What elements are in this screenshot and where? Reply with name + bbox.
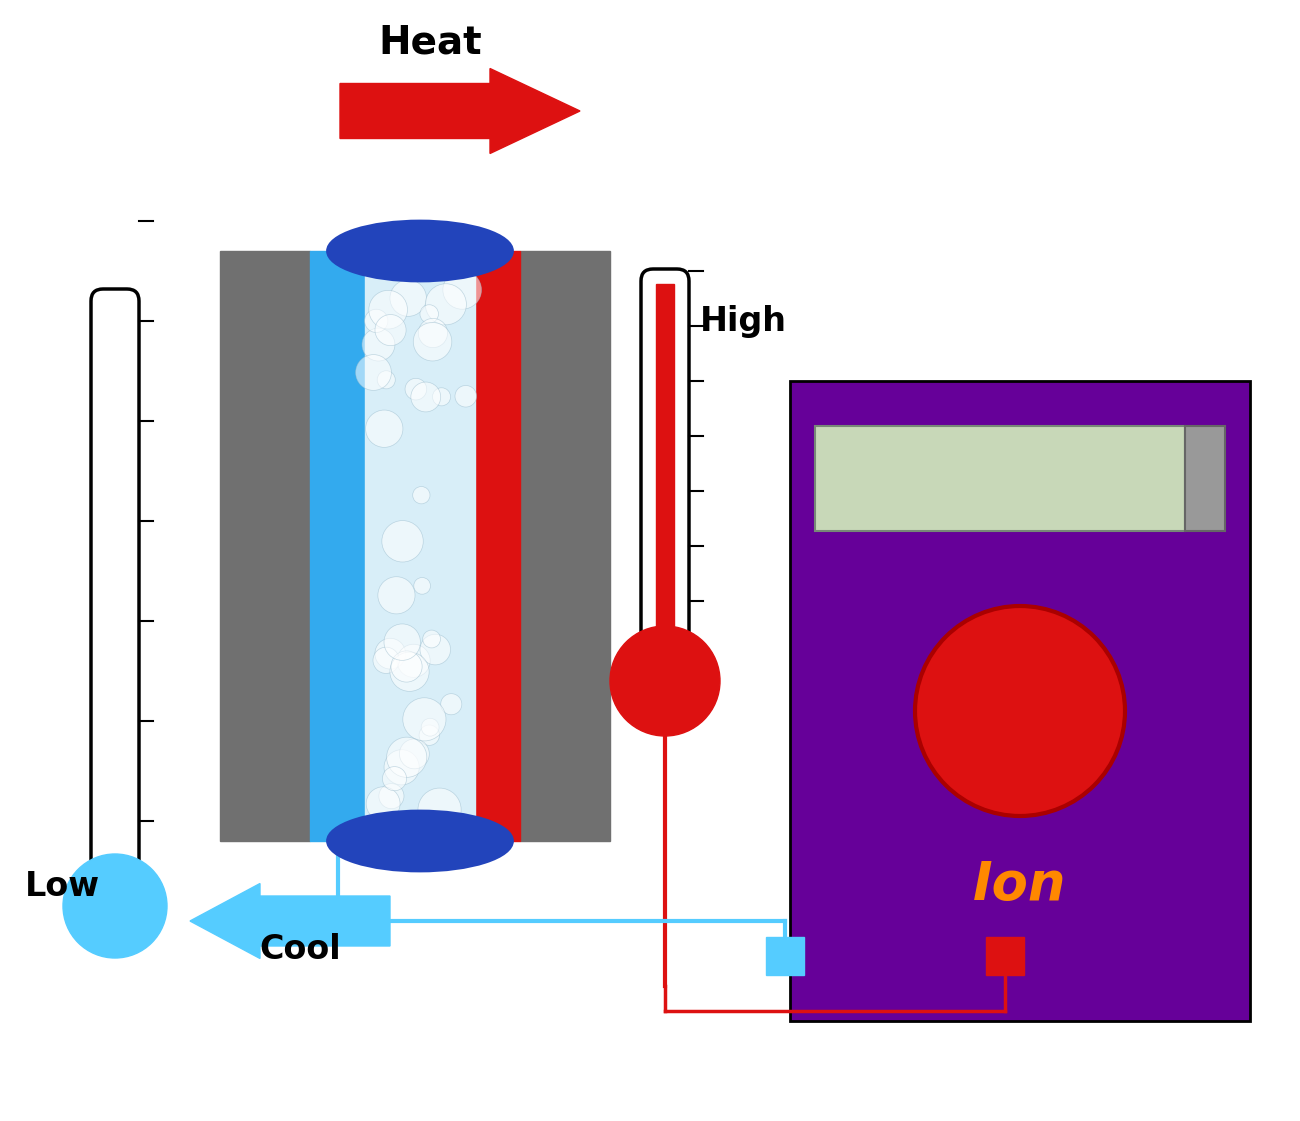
Circle shape bbox=[390, 280, 426, 316]
Circle shape bbox=[425, 284, 467, 325]
Circle shape bbox=[374, 315, 406, 345]
Bar bbox=[220, 251, 309, 841]
Circle shape bbox=[382, 767, 407, 790]
Circle shape bbox=[422, 630, 441, 648]
Circle shape bbox=[386, 738, 426, 777]
Circle shape bbox=[364, 309, 387, 333]
Circle shape bbox=[361, 328, 395, 361]
Circle shape bbox=[419, 725, 439, 745]
Bar bbox=[309, 251, 365, 841]
Circle shape bbox=[419, 318, 447, 348]
Circle shape bbox=[412, 487, 430, 503]
Circle shape bbox=[420, 634, 451, 665]
Text: Cool: Cool bbox=[259, 933, 341, 966]
Circle shape bbox=[396, 645, 430, 677]
Circle shape bbox=[356, 354, 391, 390]
Circle shape bbox=[374, 638, 406, 669]
FancyBboxPatch shape bbox=[641, 269, 689, 643]
Circle shape bbox=[433, 388, 451, 406]
Bar bbox=[656, 284, 673, 628]
Text: Heat: Heat bbox=[378, 24, 482, 61]
Circle shape bbox=[377, 371, 395, 389]
Circle shape bbox=[413, 323, 452, 361]
Circle shape bbox=[382, 520, 424, 562]
Bar bbox=[474, 251, 520, 841]
Circle shape bbox=[915, 606, 1124, 816]
Bar bbox=[365, 251, 474, 841]
Ellipse shape bbox=[328, 810, 512, 871]
Ellipse shape bbox=[328, 221, 512, 281]
Bar bbox=[1186, 426, 1225, 531]
Circle shape bbox=[62, 854, 166, 958]
Circle shape bbox=[610, 626, 720, 736]
Circle shape bbox=[403, 697, 446, 741]
Bar bbox=[520, 251, 610, 841]
Circle shape bbox=[413, 577, 430, 594]
Circle shape bbox=[443, 270, 481, 309]
FancyBboxPatch shape bbox=[91, 289, 139, 873]
Circle shape bbox=[455, 386, 477, 407]
Circle shape bbox=[420, 305, 438, 323]
Circle shape bbox=[406, 379, 426, 400]
Circle shape bbox=[411, 382, 441, 411]
Circle shape bbox=[391, 651, 423, 682]
Circle shape bbox=[384, 624, 420, 660]
Circle shape bbox=[441, 694, 462, 715]
Circle shape bbox=[390, 652, 429, 692]
Text: Low: Low bbox=[25, 870, 100, 902]
Circle shape bbox=[384, 750, 419, 785]
Circle shape bbox=[378, 784, 404, 808]
Bar bbox=[766, 937, 803, 975]
FancyArrow shape bbox=[341, 68, 580, 154]
Circle shape bbox=[369, 290, 407, 328]
Circle shape bbox=[399, 739, 429, 769]
Circle shape bbox=[421, 719, 439, 736]
Bar bbox=[790, 381, 1251, 1021]
Circle shape bbox=[365, 410, 403, 447]
Bar bbox=[985, 937, 1024, 975]
Circle shape bbox=[419, 788, 462, 832]
Circle shape bbox=[378, 576, 415, 614]
FancyArrow shape bbox=[190, 883, 390, 958]
Text: High: High bbox=[699, 305, 786, 337]
Circle shape bbox=[367, 787, 400, 821]
Text: Ion: Ion bbox=[974, 859, 1067, 911]
Bar bbox=[815, 426, 1186, 531]
Circle shape bbox=[373, 647, 399, 674]
